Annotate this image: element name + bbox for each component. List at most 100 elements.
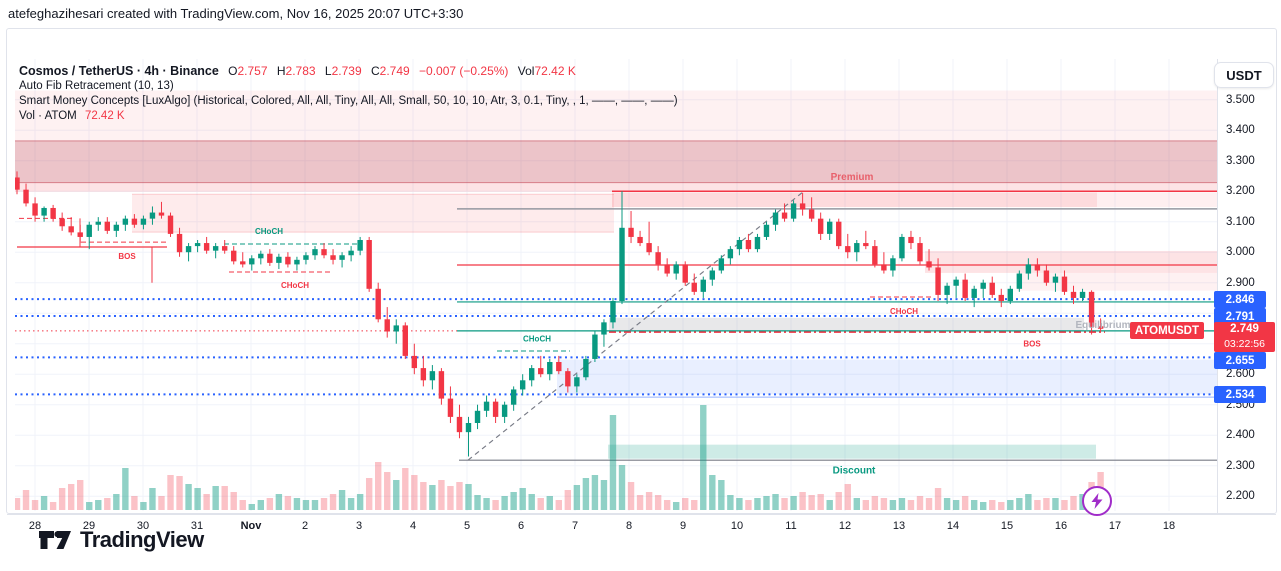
candle-body [754,236,761,250]
fib-indicator-row[interactable]: Auto Fib Retracement (10, 13) [19,79,678,94]
candle-body [610,301,616,323]
candle-body [194,243,201,247]
candle-body [655,252,661,265]
open-label: O [228,64,238,78]
currency-toggle-button[interactable]: USDT [1214,62,1274,88]
candle-body [808,209,815,219]
volume-bar [284,496,292,510]
smc-indicator-row[interactable]: Smart Money Concepts [LuxAlgo] (Historic… [19,94,678,109]
volume-bar [230,492,237,510]
candle-body [249,258,255,265]
candle-body [836,221,842,247]
volume-indicator-row[interactable]: Vol · ATOM 72.42 K [19,109,678,124]
volume-bar [880,498,888,510]
time-tick: 11 [785,520,797,532]
volume-bar [113,494,120,510]
candle-body [962,279,968,298]
volume-bar [176,476,183,510]
candle-body [863,243,869,247]
candle-body [1007,288,1013,301]
volume-bar [763,496,770,510]
volume-bar [682,498,689,510]
volume-bar [636,495,644,510]
instant-order-button[interactable] [1082,486,1112,516]
volume-bar [889,500,897,510]
volume-bar [58,488,66,510]
time-tick: 14 [946,520,960,532]
candle-body [583,358,589,378]
time-tick: 4 [409,520,417,532]
volume-bar [862,500,870,510]
low-value: 2.739 [331,64,362,78]
candle-body [122,218,129,225]
premium-lower [15,182,1217,192]
candle-body [348,250,354,256]
candle-body [664,264,670,274]
volume-bar [131,496,138,510]
candle-body [827,221,833,234]
close-label: C [370,64,380,78]
chart-label-discount: Discount [833,466,876,477]
volume-bar [754,498,761,510]
volume-bar [456,482,463,510]
volume-bar [31,500,39,510]
candle-body [456,416,463,433]
volume-bar [1016,498,1023,510]
strong-high-zone [15,140,1217,183]
volume-bar [998,502,1005,510]
candle-body [1079,291,1086,298]
candle-body [330,255,336,260]
volume-bar [1052,498,1059,510]
volume-indicator-value: 72.42 K [84,110,125,122]
candle-body [935,267,941,295]
time-tick: 2 [301,520,309,532]
volume-bar [691,500,698,510]
supply-3.20 [612,192,1097,208]
candle-body [781,212,788,219]
time-tick: 17 [1108,520,1122,532]
candle-body [140,218,147,225]
candle-body [917,243,923,262]
candle-body [971,288,977,298]
candle-body [158,212,165,216]
candle-body [926,261,932,268]
volume-bar [212,486,219,510]
time-axis[interactable]: 28 29 30 31 Nov 2 3 4 5 6 7 8 9 10 11 12 13 14 15 16 17 18 [7,514,1276,541]
volume-bar [194,488,201,510]
candle-body [321,249,327,256]
volume-bar [546,496,553,510]
equilibrium-zone [609,317,1084,331]
candle-body [393,325,399,332]
price-tick: 2.200 [1226,490,1255,503]
volume-bar [411,475,418,510]
chart-label-premium: Premium [831,172,874,183]
candle-body [185,246,192,253]
volume-bar [772,494,779,510]
candle-body [556,362,562,372]
chart-label-choch: CHoCH [890,307,918,316]
volume-bar [149,488,156,510]
volume-bar [853,498,860,510]
candle-body [32,203,38,216]
level-price-label: 2.846 [1214,291,1266,308]
volume-bar [329,494,337,510]
tradingview-logo[interactable]: TradingView [38,527,204,553]
candle-body [989,282,995,295]
candle-body [492,401,499,417]
last-price-value: 2.749 [1230,323,1259,335]
symbol-ohlc-row[interactable]: Cosmos / TetherUS · 4h · Binance O2.757 … [19,63,678,79]
volume-bar [320,498,328,510]
volume-bar [221,486,228,510]
volume-bar [528,494,535,510]
price-axis[interactable]: USDT 3.500 3.400 3.300 3.200 3.100 3.000 2.900… [1214,59,1281,514]
time-tick: 12 [838,520,852,532]
candle-body [881,264,887,271]
candle-body [149,212,156,219]
candle-body [1043,270,1050,283]
volume-bar [727,495,734,510]
fib-indicator-title: Auto Fib Retracement (10, 13) [19,80,174,92]
candle-body [519,380,526,390]
candle-body [691,282,697,292]
volume-bar [1061,500,1068,510]
